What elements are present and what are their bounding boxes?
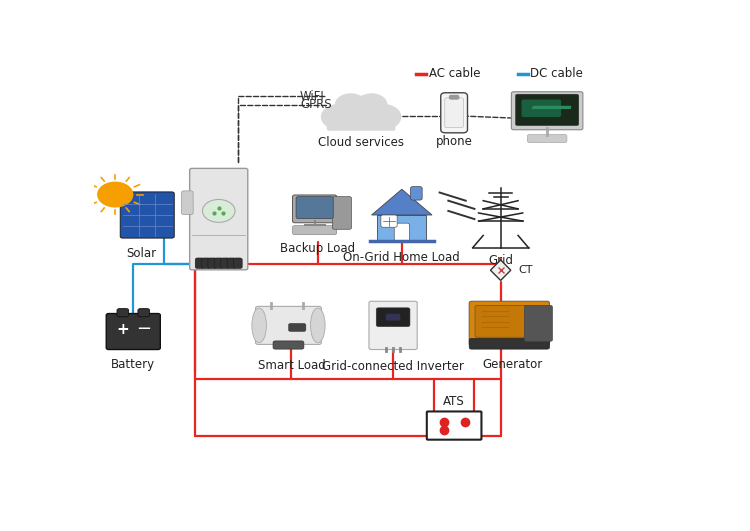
FancyBboxPatch shape bbox=[220, 258, 230, 269]
Polygon shape bbox=[371, 189, 432, 215]
Circle shape bbox=[335, 94, 366, 115]
FancyBboxPatch shape bbox=[394, 223, 410, 242]
FancyBboxPatch shape bbox=[381, 215, 398, 227]
Text: CT: CT bbox=[518, 265, 532, 275]
FancyBboxPatch shape bbox=[292, 226, 337, 235]
FancyBboxPatch shape bbox=[445, 98, 464, 128]
FancyBboxPatch shape bbox=[233, 258, 242, 269]
FancyBboxPatch shape bbox=[214, 258, 223, 269]
FancyBboxPatch shape bbox=[521, 99, 561, 117]
FancyBboxPatch shape bbox=[527, 134, 567, 143]
Polygon shape bbox=[490, 260, 511, 280]
FancyBboxPatch shape bbox=[441, 93, 467, 133]
Text: Smart Load: Smart Load bbox=[257, 359, 326, 372]
FancyBboxPatch shape bbox=[182, 191, 194, 215]
FancyBboxPatch shape bbox=[292, 195, 337, 223]
FancyBboxPatch shape bbox=[386, 313, 400, 321]
FancyBboxPatch shape bbox=[524, 305, 552, 341]
Polygon shape bbox=[377, 215, 426, 241]
Circle shape bbox=[356, 94, 387, 115]
Text: +: + bbox=[116, 322, 129, 337]
FancyBboxPatch shape bbox=[512, 92, 583, 130]
FancyBboxPatch shape bbox=[208, 258, 217, 269]
FancyBboxPatch shape bbox=[470, 301, 550, 346]
Circle shape bbox=[338, 97, 384, 129]
FancyBboxPatch shape bbox=[427, 412, 482, 440]
FancyBboxPatch shape bbox=[449, 95, 459, 100]
Circle shape bbox=[202, 200, 235, 222]
Circle shape bbox=[366, 105, 400, 129]
Circle shape bbox=[98, 182, 133, 207]
Ellipse shape bbox=[310, 308, 325, 343]
FancyBboxPatch shape bbox=[190, 168, 248, 270]
FancyBboxPatch shape bbox=[296, 196, 333, 219]
FancyBboxPatch shape bbox=[410, 186, 422, 200]
Text: −: − bbox=[136, 321, 152, 338]
FancyBboxPatch shape bbox=[256, 306, 321, 345]
FancyBboxPatch shape bbox=[376, 308, 410, 327]
Ellipse shape bbox=[252, 308, 266, 343]
Text: phone: phone bbox=[436, 135, 472, 148]
FancyBboxPatch shape bbox=[117, 309, 129, 317]
Text: ATS: ATS bbox=[443, 395, 465, 408]
Text: WiFI: WiFI bbox=[300, 90, 325, 103]
FancyBboxPatch shape bbox=[227, 258, 236, 269]
Text: GPRS: GPRS bbox=[300, 98, 332, 111]
FancyBboxPatch shape bbox=[369, 301, 417, 349]
FancyBboxPatch shape bbox=[289, 323, 306, 331]
FancyBboxPatch shape bbox=[475, 305, 526, 337]
Text: On-Grid Home Load: On-Grid Home Load bbox=[344, 251, 460, 263]
FancyBboxPatch shape bbox=[327, 115, 395, 131]
Text: Backup Load: Backup Load bbox=[280, 242, 355, 254]
Text: Solar: Solar bbox=[126, 247, 157, 260]
Text: Grid-connected Inverter: Grid-connected Inverter bbox=[322, 360, 464, 373]
FancyBboxPatch shape bbox=[332, 196, 352, 229]
FancyBboxPatch shape bbox=[138, 309, 149, 317]
FancyBboxPatch shape bbox=[515, 94, 579, 126]
Text: Battery: Battery bbox=[111, 358, 155, 371]
Circle shape bbox=[322, 105, 356, 129]
Text: Cloud services: Cloud services bbox=[318, 136, 404, 150]
FancyBboxPatch shape bbox=[120, 192, 174, 238]
FancyBboxPatch shape bbox=[106, 313, 160, 349]
Text: Grid: Grid bbox=[488, 254, 513, 267]
Text: AC cable: AC cable bbox=[428, 67, 480, 80]
FancyBboxPatch shape bbox=[195, 258, 204, 269]
Text: Generator: Generator bbox=[482, 358, 542, 371]
FancyBboxPatch shape bbox=[273, 341, 304, 349]
Text: DC cable: DC cable bbox=[530, 67, 584, 80]
FancyBboxPatch shape bbox=[202, 258, 210, 269]
FancyBboxPatch shape bbox=[470, 338, 550, 349]
